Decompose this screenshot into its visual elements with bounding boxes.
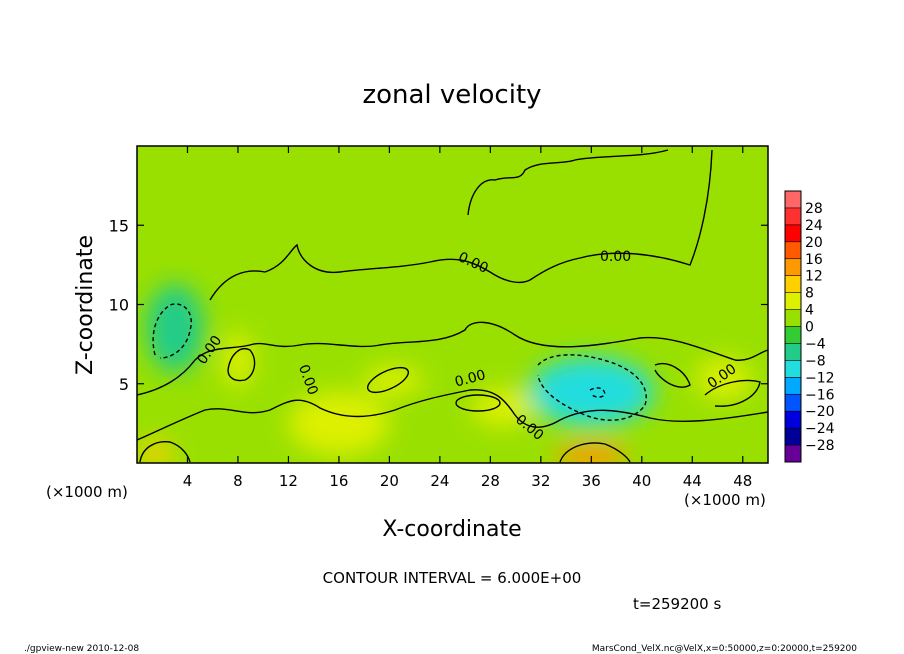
heatmap-blob (696, 358, 752, 400)
heatmap-blob (528, 356, 655, 427)
heatmap-blob (555, 443, 627, 463)
colorbar-swatch (785, 411, 801, 429)
zero-contour-upper (209, 149, 713, 301)
contour-label: 0.00 (600, 249, 631, 265)
colorbar-swatch (785, 292, 801, 311)
x-tick-label: 24 (430, 472, 449, 490)
contour-interval: CONTOUR INTERVAL = 6.000E+00 (323, 569, 582, 587)
x-tick-label: 20 (380, 472, 399, 490)
heatmap-blob (471, 388, 535, 427)
zero-contour-main (137, 321, 768, 396)
colorbar-label: −4 (805, 336, 826, 352)
colorbar-label: −24 (805, 421, 835, 437)
contour-label: 0.00 (453, 367, 487, 391)
heatmap-background (137, 146, 768, 463)
colorbar-swatch (785, 428, 801, 446)
x-axis-unit-left: (×1000 m) (46, 483, 128, 501)
contour-lines (137, 149, 768, 463)
colorbar-swatch (785, 343, 801, 361)
time-label: t=259200 s (633, 595, 721, 613)
heatmap-field: 0.00 0.00 0.00 0.00 0.00 0.00 0.00 (137, 146, 768, 463)
negative-contour-left (152, 303, 192, 359)
colorbar-swatch (785, 241, 801, 260)
x-axis: 4 8 12 16 20 24 28 32 36 40 44 48 (183, 146, 752, 490)
colorbar-label: 16 (805, 252, 823, 268)
heatmap-blob (139, 440, 173, 463)
colorbar-label: 0 (805, 320, 814, 336)
x-tick-label: 48 (733, 472, 752, 490)
x-tick-label: 40 (632, 472, 651, 490)
footer-left: ./gpview-new 2010-12-08 (24, 644, 139, 654)
colorbar-label: 4 (805, 303, 814, 319)
colorbar-label: 12 (805, 269, 823, 285)
zero-contour-bottom-left (139, 441, 191, 463)
y-axis-label: Z-coordinate (73, 235, 98, 375)
colorbar-swatch (785, 445, 801, 463)
footer-right: MarsCond_VelX.nc@VelX,x=0:50000,z=0:2000… (592, 644, 857, 654)
x-tick-label: 16 (329, 472, 348, 490)
x-tick-label: 8 (233, 472, 243, 490)
x-tick-label: 36 (582, 472, 601, 490)
negative-contour-inner (589, 387, 606, 398)
colorbar-swatch (785, 326, 801, 344)
colorbar-label: −16 (805, 387, 835, 403)
colorbar-label: 20 (805, 235, 823, 251)
zero-contour-bottom-mid (559, 442, 631, 463)
contour-right-loop (654, 363, 691, 388)
x-axis-unit-right: (×1000 m) (684, 491, 766, 509)
colorbar-label: −28 (805, 438, 835, 454)
colorbar-label: 28 (805, 201, 823, 217)
colorbar-swatch (785, 207, 801, 226)
colorbar-swatch (785, 360, 801, 378)
zero-contour-top (467, 149, 669, 216)
colorbar-swatch (785, 275, 801, 294)
colorbar-swatch (785, 258, 801, 277)
y-tick-label: 5 (119, 375, 129, 394)
colorbar-label: 8 (805, 286, 814, 302)
colorbar-swatch (785, 224, 801, 243)
negative-contour-center (537, 354, 647, 421)
colorbar-label: −12 (805, 370, 835, 386)
contour-left-loop (227, 348, 256, 382)
contour-loop-1 (367, 366, 409, 394)
colorbar-swatch (785, 394, 801, 412)
zero-contour-lower (137, 389, 768, 441)
x-axis-label: X-coordinate (382, 517, 521, 542)
heatmap-blob (145, 283, 204, 373)
x-tick-label: 44 (683, 472, 702, 490)
x-tick-label: 32 (531, 472, 550, 490)
colorbar-swatch (785, 191, 801, 209)
x-tick-label: 12 (279, 472, 298, 490)
colorbar-label: −20 (805, 404, 835, 420)
y-tick-label: 15 (109, 216, 129, 235)
x-tick-label: 28 (481, 472, 500, 490)
y-tick-label: 10 (109, 296, 129, 315)
colorbar-label: 24 (805, 218, 823, 234)
contour-right-loop-2 (704, 379, 761, 407)
y-axis: 5 10 15 (109, 216, 768, 394)
contour-loop-2 (455, 394, 501, 412)
heatmap-blob (288, 391, 390, 456)
colorbar-swatch (785, 377, 801, 395)
chart-title: zonal velocity (362, 80, 541, 110)
colorbar-swatch (785, 309, 801, 327)
x-tick-label: 4 (183, 472, 193, 490)
colorbar-label: −8 (805, 353, 826, 369)
